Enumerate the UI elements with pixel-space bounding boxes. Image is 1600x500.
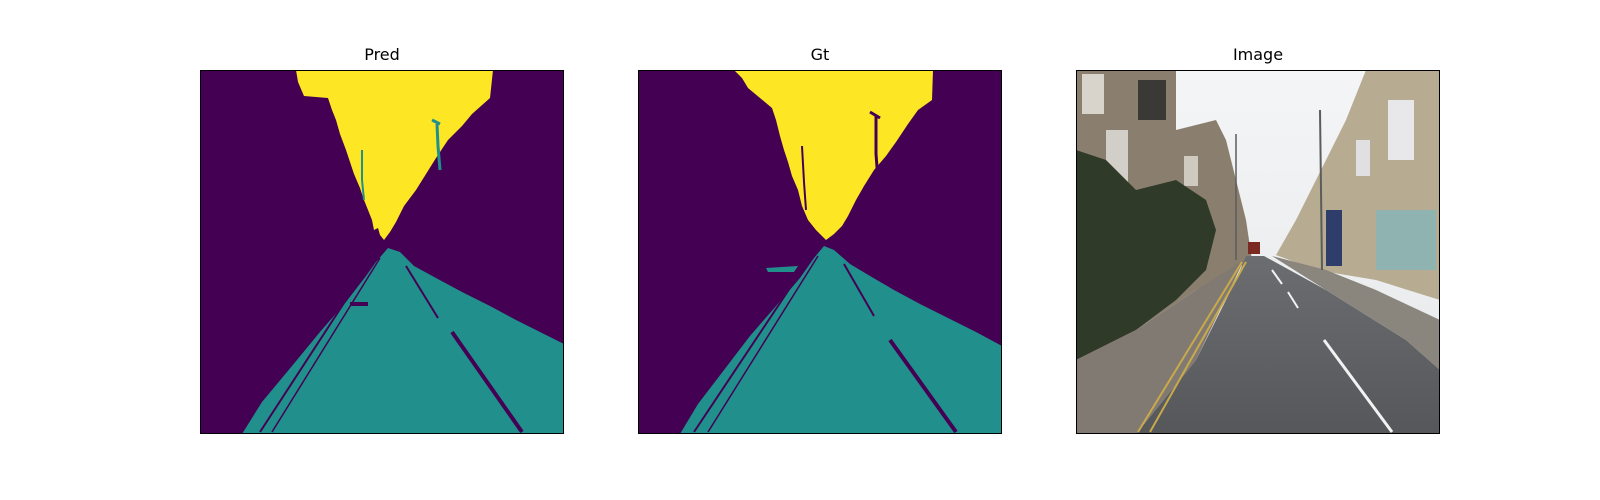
pred-road-line-left-2 (271, 257, 381, 433)
yellow-line (1137, 261, 1243, 433)
pred-streetlamp-arm (431, 118, 441, 126)
left-hedges (1076, 150, 1216, 360)
yellow-line-2 (1149, 261, 1247, 433)
road (1136, 256, 1440, 434)
pred-panel-title: Pred (364, 45, 400, 64)
pred-segmentation-panel (200, 70, 564, 434)
gt-streetlamp-arm (869, 110, 881, 120)
streetlamp (1319, 109, 1323, 271)
right-sidewalk (1272, 256, 1440, 370)
pred-road-line-left (259, 259, 373, 433)
pred-road-artifact (350, 302, 368, 306)
pred-frame (200, 70, 564, 434)
left-window (1082, 74, 1104, 114)
street-photo-panel (1076, 70, 1440, 434)
gt-panel-title: Gt (810, 45, 830, 64)
pred-road-dashes (405, 265, 439, 319)
white-line (1322, 339, 1394, 433)
left-window-4 (1184, 156, 1198, 186)
gt-road-line-left-2 (707, 255, 819, 433)
white-dash (1271, 269, 1283, 285)
gt-frame (638, 70, 1002, 434)
gt-segmentation-panel (638, 70, 1002, 434)
pred-road-line-right (450, 330, 524, 434)
gt-segmentation-mask (638, 70, 1002, 434)
right-door (1326, 210, 1342, 266)
gt-sky-region (734, 70, 933, 240)
gt-road-line-right (888, 338, 958, 434)
street-photo (1076, 70, 1440, 434)
pred-streetlamp-right (361, 150, 365, 201)
pred-road-region (242, 248, 564, 434)
right-shopfront (1376, 210, 1436, 270)
gt-road-line-left (693, 257, 811, 433)
gt-streetlamp-right (801, 145, 807, 211)
gt-sidewalk-fragment (766, 266, 798, 272)
pred-segmentation-mask (200, 70, 564, 434)
pred-sky-region (296, 70, 493, 240)
image-frame (1076, 70, 1440, 434)
gt-road-dashes (843, 263, 875, 317)
car (1248, 242, 1260, 254)
left-window-2 (1138, 80, 1166, 120)
pred-streetlamp-left (435, 123, 442, 171)
image-panel-title: Image (1232, 45, 1284, 64)
right-window-2 (1356, 140, 1370, 176)
right-window (1388, 100, 1414, 160)
gt-streetlamp-left (874, 116, 880, 181)
white-dash-2 (1287, 291, 1299, 309)
left-sidewalk (1076, 260, 1244, 434)
